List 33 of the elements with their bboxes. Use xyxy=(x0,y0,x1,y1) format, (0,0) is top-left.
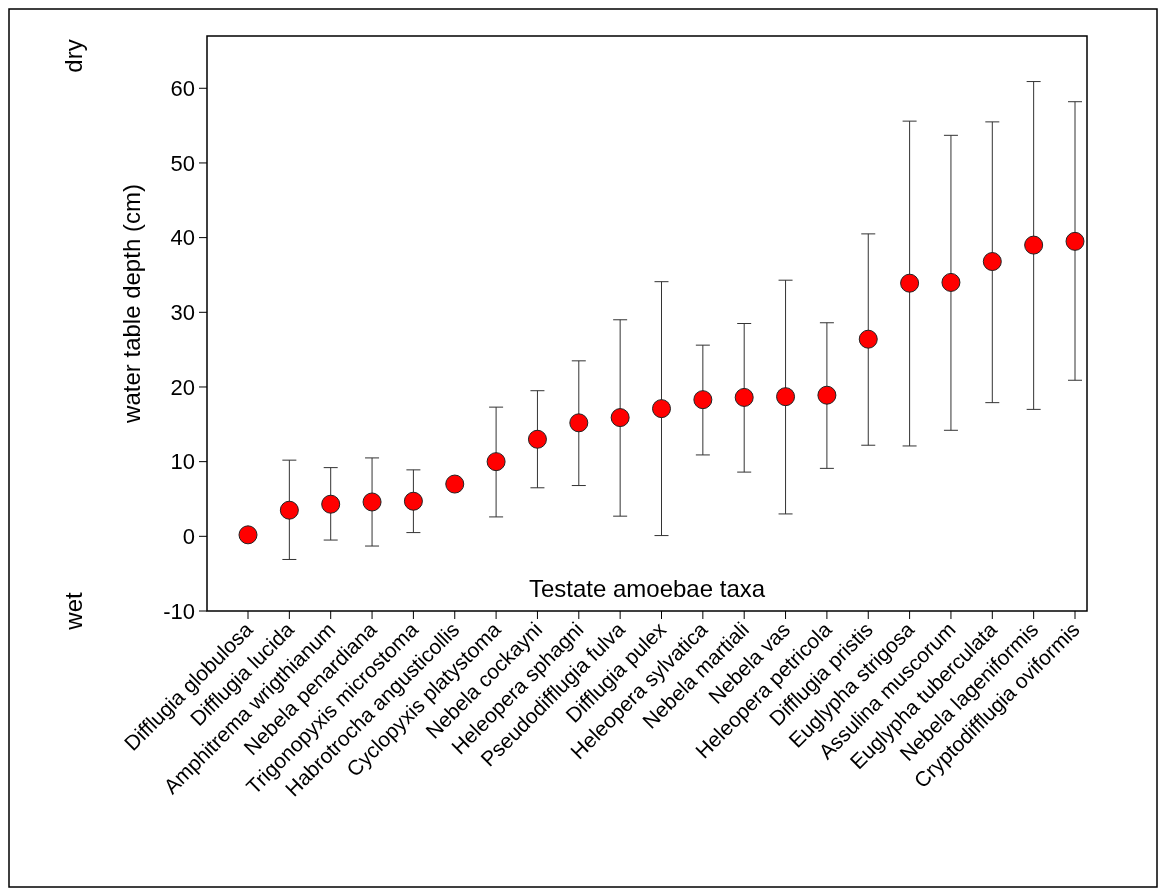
y-axis-title: water table depth (cm) xyxy=(118,184,145,424)
point xyxy=(403,491,423,511)
y-tick-label: 60 xyxy=(170,75,195,101)
point xyxy=(652,399,671,419)
point xyxy=(776,387,796,407)
point xyxy=(858,329,878,349)
y-tick-label: -10 xyxy=(163,598,195,624)
point xyxy=(1065,231,1085,251)
point xyxy=(238,525,258,545)
y-tick-label: 10 xyxy=(170,449,195,475)
point xyxy=(362,492,382,512)
point xyxy=(321,494,341,514)
point xyxy=(486,452,506,472)
x-axis-title: Testate amoebae taxa xyxy=(528,575,766,602)
y-tick-label: 0 xyxy=(182,524,195,550)
point xyxy=(569,413,589,433)
text: wet xyxy=(60,592,87,631)
point xyxy=(610,408,630,428)
point xyxy=(445,474,465,494)
point xyxy=(941,272,961,292)
y-tick-label: 50 xyxy=(170,150,195,176)
point xyxy=(734,387,754,407)
y-tick-label: 40 xyxy=(170,225,195,251)
point xyxy=(527,429,547,449)
point xyxy=(982,252,1002,272)
point xyxy=(817,385,837,405)
y-tick-label: 30 xyxy=(170,300,195,325)
point xyxy=(693,390,713,410)
point xyxy=(900,273,920,293)
point xyxy=(279,500,299,520)
y-tick-label: 20 xyxy=(170,374,195,400)
point xyxy=(1024,235,1044,255)
text: dry xyxy=(60,39,87,73)
